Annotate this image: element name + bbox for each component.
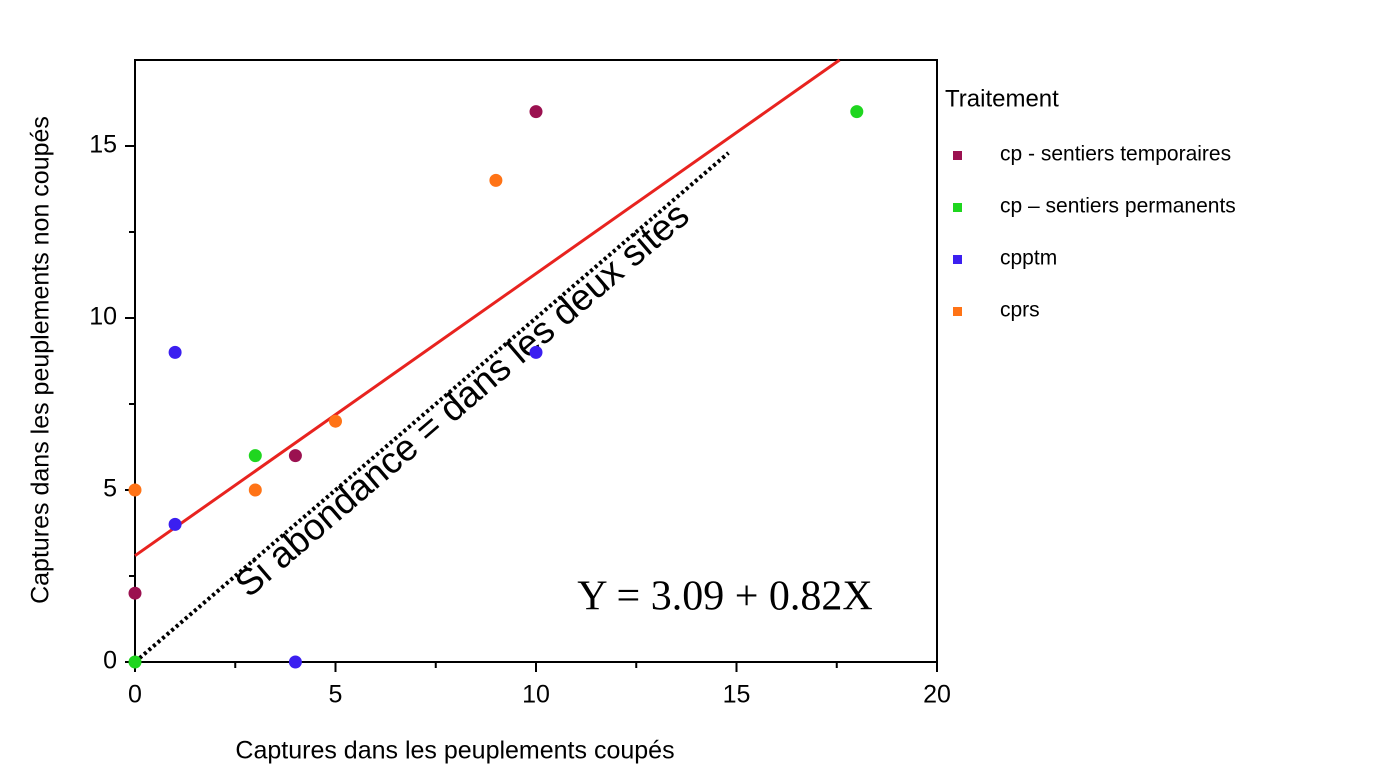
point (489, 173, 503, 187)
point (850, 105, 864, 119)
legend-swatch (953, 255, 962, 264)
x-axis-label: Captures dans les peuplements coupés (235, 737, 674, 765)
point (529, 345, 543, 359)
legend-label: cp – sentiers permanents (1000, 195, 1236, 218)
point (248, 483, 262, 497)
point (329, 414, 342, 428)
point (128, 483, 142, 497)
fit-line (134, 58, 841, 557)
point (248, 449, 262, 463)
legend-swatch (953, 151, 962, 160)
point (128, 655, 142, 669)
identity-line (133, 151, 730, 664)
identity-label: Si abondance = dans les deux sites (227, 194, 696, 605)
x-tick-label: 15 (723, 681, 751, 709)
x-tick-label: 10 (522, 681, 550, 709)
x-tick-label: 5 (329, 681, 343, 709)
legend-swatch (953, 307, 962, 316)
y-tick-label: 5 (103, 475, 117, 503)
y-tick-label: 15 (89, 131, 117, 159)
legend-label: cpptm (1000, 247, 1057, 270)
legend-label: cprs (1000, 299, 1040, 322)
point (168, 345, 182, 359)
legend-swatch (953, 203, 962, 212)
point (529, 105, 543, 119)
equation: Y = 3.09 + 0.82X (577, 574, 872, 620)
point (168, 517, 182, 531)
point (128, 586, 142, 600)
y-tick-label: 10 (89, 303, 117, 331)
x-tick-label: 0 (128, 681, 142, 709)
y-tick-label: 0 (103, 647, 117, 675)
point (288, 655, 302, 669)
legend-label: cp - sentiers temporaires (1000, 143, 1231, 166)
point (288, 449, 302, 463)
legend-title: Traitement (945, 85, 1059, 112)
y-axis-label: Captures dans les peuplements non coupés (27, 116, 55, 604)
x-tick-label: 20 (923, 681, 951, 709)
